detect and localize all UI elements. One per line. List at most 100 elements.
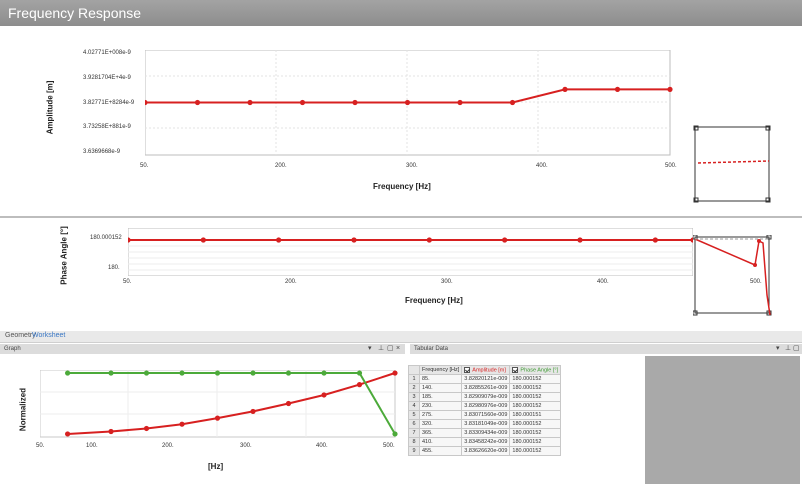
amplitude-xtick: 300. (406, 163, 418, 169)
phase-ytick: 180.000152 (90, 235, 122, 241)
dropdown-icon[interactable]: ▾ (776, 345, 780, 352)
phase-cell: 180.000152 (509, 401, 562, 411)
amplitude-series-point (614, 86, 621, 92)
normalized-phase-series-point (392, 431, 398, 437)
normalized-phase-series-point (250, 370, 256, 376)
row-index-cell: 9 (408, 446, 420, 456)
phase-cell: 180.000152 (509, 437, 562, 447)
table-header-row: Frequency [Hz] Amplitude [m] Phase Angle… (408, 365, 562, 375)
phase-series-point (351, 237, 357, 243)
checkbox-icon[interactable] (464, 366, 471, 373)
normalized-phase-series-point (214, 370, 221, 376)
phase-series-point (690, 237, 693, 243)
phase-cell: 180.000152 (509, 383, 562, 393)
table-row[interactable]: 8 410. 3.83458242e-009 180.000152 (408, 437, 562, 447)
normalized-phase-series-point (143, 370, 150, 376)
tabular-panel-header: Tabular Data ▾ ⊥ ▢ (410, 344, 802, 354)
graph-panel-header: Graph ▾ ⊥ ▢ × (0, 344, 405, 354)
normalized-phase-series-point (179, 370, 185, 376)
frequency-cell: 140. (418, 383, 463, 393)
phase-ylabel: Phase Angle [°] (59, 226, 69, 285)
pin-icon[interactable]: ⊥ (378, 345, 385, 352)
graph-xlabel: [Hz] (208, 462, 224, 471)
frequency-cell: 230. (418, 401, 463, 411)
maximize-icon[interactable]: ▢ (387, 345, 394, 352)
frequency-cell: 320. (418, 419, 463, 429)
amplitude-series-point (194, 99, 201, 106)
tab-geometry[interactable]: Geometry (5, 332, 36, 339)
table-empty-area (645, 356, 800, 484)
tabular-data-table[interactable]: Frequency [Hz] Amplitude [m] Phase Angle… (408, 365, 562, 456)
amplitude-cell: 3.83309434e-009 (461, 428, 511, 438)
phase-chart-plot[interactable] (128, 228, 693, 276)
title-bar: Frequency Response (0, 0, 802, 26)
column-header-phase[interactable]: Phase Angle [°] (509, 365, 562, 375)
graph-xtick: 200. (162, 443, 174, 449)
normalized-amplitude-series-point (321, 392, 327, 398)
amplitude-xlabel: Frequency [Hz] (373, 182, 431, 191)
tabular-panel-title: Tabular Data (414, 346, 449, 352)
amplitude-series-point (145, 99, 148, 106)
amplitude-xtick: 400. (536, 163, 548, 169)
row-index-cell: 4 (408, 401, 420, 411)
phase-zoom-box[interactable] (693, 235, 777, 319)
table-row[interactable]: 1 85. 3.82820121e-009 180.000152 (408, 374, 562, 384)
normalized-phase-series-point (356, 370, 363, 376)
column-header-label: Frequency [Hz] (422, 367, 460, 373)
dropdown-icon[interactable]: ▾ (368, 345, 372, 352)
normalized-phase-series-point (108, 370, 114, 376)
amplitude-cell: 3.83071560e-009 (461, 410, 511, 420)
phase-series-point (577, 237, 583, 243)
table-row[interactable]: 3 185. 3.82909079e-009 180.000152 (408, 392, 562, 402)
graph-ylabel: Normalized (18, 387, 28, 432)
normalized-amplitude-series-point (285, 400, 292, 407)
table-row[interactable]: 6 320. 3.83181049e-009 180.000152 (408, 419, 562, 429)
amplitude-series-point (404, 99, 411, 106)
table-row[interactable]: 2 140. 3.82855261e-009 180.000152 (408, 383, 562, 393)
table-row[interactable]: 4 230. 3.82980976e-009 180.000152 (408, 401, 562, 411)
maximize-icon[interactable]: ▢ (793, 345, 800, 352)
amplitude-series-point (299, 99, 306, 106)
normalized-amplitude-series-point (356, 382, 363, 388)
graph-xtick: 400. (316, 443, 328, 449)
phase-series-point (652, 237, 658, 243)
normalized-phase-series-point (65, 370, 71, 376)
row-index-cell: 6 (408, 419, 420, 429)
amplitude-overview-thumbnail[interactable] (693, 125, 773, 203)
amplitude-ytick: 3.9281704E+4e-9 (83, 75, 131, 81)
amplitude-chart-plot[interactable] (145, 50, 675, 160)
table-row[interactable]: 5 275. 3.83071560e-009 180.000151 (408, 410, 562, 420)
checkbox-icon[interactable] (512, 366, 519, 373)
amplitude-series-point (509, 99, 516, 106)
amplitude-cell: 3.82855261e-009 (461, 383, 511, 393)
amplitude-series-point (247, 99, 253, 106)
close-icon[interactable]: × (396, 345, 401, 352)
graph-panel-plot[interactable] (40, 370, 398, 440)
frequency-cell: 275. (418, 410, 463, 420)
row-index-cell: 2 (408, 383, 420, 393)
phase-cell: 180.000152 (509, 419, 562, 429)
graph-panel-title: Graph (4, 346, 21, 352)
amplitude-ytick: 3.82771E+8284e-9 (83, 100, 135, 106)
tab-worksheet[interactable]: Worksheet (32, 332, 66, 339)
normalized-phase-series-point (321, 370, 327, 376)
column-header-frequency[interactable]: Frequency [Hz] (418, 365, 463, 375)
pin-icon[interactable]: ⊥ (785, 345, 792, 352)
normalized-phase-series-line (67, 372, 396, 435)
table-row[interactable]: 7 365. 3.83309434e-009 180.000152 (408, 428, 562, 438)
amplitude-xtick: 50. (140, 163, 149, 169)
amplitude-cell: 3.83626620e-009 (461, 446, 511, 456)
phase-cell: 180.000152 (509, 374, 562, 384)
amplitude-ytick: 3.6369668e-9 (83, 149, 121, 155)
amplitude-cell: 3.83458242e-009 (461, 437, 511, 447)
amplitude-xtick: 500. (665, 163, 677, 169)
column-header-amplitude[interactable]: Amplitude [m] (461, 365, 511, 375)
frequency-cell: 455. (418, 446, 463, 456)
column-header-label: Amplitude [m] (472, 367, 506, 374)
amplitude-series-point (352, 99, 358, 106)
table-row[interactable]: 9 455. 3.83626620e-009 180.000152 (408, 446, 562, 456)
normalized-amplitude-series-point (392, 370, 398, 376)
amplitude-cell: 3.83181049e-009 (461, 419, 511, 429)
chart-divider[interactable] (0, 216, 802, 218)
normalized-amplitude-series-point (143, 425, 150, 432)
